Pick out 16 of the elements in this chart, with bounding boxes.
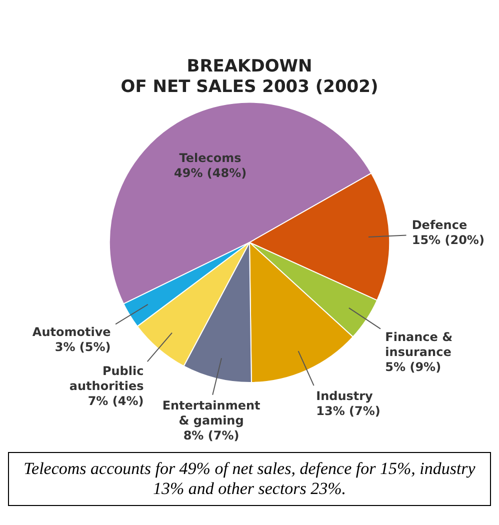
slice-label: Automotive xyxy=(32,325,111,340)
slice-label: Industry xyxy=(316,388,374,403)
data-label: 3% (5%) xyxy=(54,340,111,354)
data-label: 15% (20%) xyxy=(412,233,484,248)
data-label: 7% (4%) xyxy=(88,394,144,408)
slice-label: Defence xyxy=(412,218,468,232)
data-label: 5% (9%) xyxy=(385,360,442,374)
data-label: 13% (7%) xyxy=(316,404,380,418)
slice-label: Finance & insurance xyxy=(385,330,453,359)
slice-label: Entertainment & gaming xyxy=(162,398,261,428)
data-label: 49% (48%) xyxy=(174,166,247,180)
slice-label: Telecoms xyxy=(179,151,242,166)
slice-label: Public authorities xyxy=(69,364,144,393)
data-label: 8% (7%) xyxy=(183,428,240,442)
chart-title: BREAKDOWN OF NET SALES 2003 (2002) xyxy=(120,56,378,98)
text: Telecoms accounts for 49% of net sales, defence for 15%, industry 13% and other sectors 23%. xyxy=(8,452,491,506)
